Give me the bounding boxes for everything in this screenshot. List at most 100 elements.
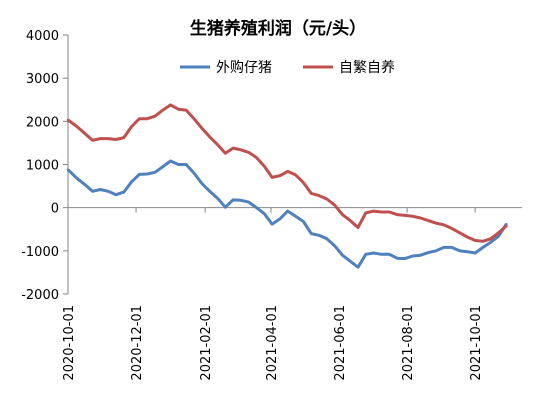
data-point-series-0 — [325, 237, 328, 240]
data-point-series-1 — [192, 117, 196, 120]
data-point-series-1 — [200, 127, 204, 130]
data-point-series-0 — [247, 200, 250, 204]
data-point-series-1 — [130, 125, 133, 128]
data-point-series-1 — [450, 227, 453, 230]
data-point-series-0 — [286, 209, 289, 213]
y-tick-label: 2000 — [26, 115, 59, 130]
data-point-series-0 — [380, 253, 383, 256]
data-point-series-0 — [239, 199, 243, 202]
data-point-series-0 — [310, 232, 313, 235]
data-point-series-1 — [208, 135, 211, 139]
legend-label-series-0: 外购仔猪 — [216, 60, 272, 76]
data-point-series-1 — [161, 108, 164, 112]
data-point-series-0 — [341, 254, 344, 257]
data-point-series-0 — [442, 246, 446, 249]
data-point-series-0 — [75, 177, 79, 180]
data-point-series-1 — [286, 170, 289, 173]
data-point-series-1 — [341, 213, 344, 216]
data-point-series-0 — [278, 217, 282, 221]
data-point-series-1 — [231, 146, 235, 150]
y-tick-label: 1000 — [26, 159, 59, 174]
data-point-series-0 — [177, 163, 180, 166]
y-tick-label: -2000 — [21, 288, 59, 303]
data-point-series-1 — [388, 210, 391, 214]
data-point-series-1 — [458, 231, 461, 234]
data-point-series-0 — [411, 254, 414, 258]
data-point-series-0 — [434, 249, 438, 252]
data-point-series-0 — [302, 220, 305, 223]
legend-label-series-1: 自繁自养 — [339, 60, 395, 76]
data-point-series-1 — [66, 118, 70, 122]
data-point-series-0 — [122, 190, 126, 194]
data-point-series-0 — [99, 188, 102, 191]
data-point-series-0 — [270, 222, 274, 226]
data-point-series-0 — [216, 197, 219, 200]
data-point-series-1 — [302, 181, 305, 184]
data-point-series-1 — [333, 203, 336, 207]
data-point-series-1 — [317, 194, 321, 197]
series-line-0 — [66, 159, 508, 269]
data-point-series-1 — [434, 222, 438, 225]
data-point-series-0 — [138, 173, 141, 176]
x-tick-label: 2021-10-01 — [469, 305, 484, 381]
data-point-series-1 — [255, 156, 258, 159]
legend: 外购仔猪 自繁自养 — [180, 60, 395, 76]
data-point-series-1 — [185, 108, 188, 112]
data-point-series-0 — [83, 183, 86, 186]
data-point-series-0 — [255, 206, 258, 209]
data-point-series-1 — [466, 235, 469, 239]
data-point-series-1 — [349, 219, 352, 222]
data-point-series-0 — [419, 254, 422, 257]
data-point-series-0 — [208, 190, 211, 193]
data-point-series-0 — [450, 246, 453, 249]
data-point-series-1 — [395, 213, 399, 216]
y-tick-label: 3000 — [26, 72, 59, 87]
data-point-series-0 — [349, 260, 352, 263]
data-point-series-0 — [114, 193, 118, 196]
data-point-series-1 — [177, 108, 180, 111]
data-point-series-1 — [146, 117, 149, 120]
data-point-series-1 — [91, 139, 94, 142]
x-tick-label: 2021-08-01 — [401, 305, 416, 381]
data-point-series-0 — [91, 190, 94, 193]
data-point-series-1 — [294, 173, 297, 177]
data-point-series-0 — [364, 253, 367, 256]
data-point-series-0 — [395, 257, 399, 260]
x-tick-label: 2021-06-01 — [333, 305, 348, 381]
data-point-series-0 — [263, 212, 266, 215]
chart-title: 生猪养殖利润（元/头） — [190, 18, 366, 39]
data-point-series-0 — [200, 182, 204, 185]
data-point-series-1 — [372, 209, 375, 213]
x-tick-label: 2020-12-01 — [130, 305, 145, 381]
data-point-series-0 — [146, 172, 149, 176]
data-point-series-1 — [239, 148, 243, 151]
data-point-series-0 — [427, 251, 430, 254]
data-point-series-1 — [497, 231, 500, 234]
data-point-series-1 — [419, 216, 422, 220]
y-tick-label: -1000 — [21, 245, 59, 260]
data-point-series-0 — [489, 241, 492, 244]
data-point-series-1 — [107, 137, 110, 140]
data-point-series-1 — [473, 239, 477, 242]
data-point-series-0 — [481, 246, 485, 249]
data-point-series-0 — [317, 234, 321, 237]
data-point-series-1 — [325, 197, 328, 201]
data-point-series-1 — [270, 176, 274, 179]
data-point-series-0 — [356, 266, 360, 269]
data-point-series-0 — [294, 215, 297, 218]
data-point-series-0 — [224, 206, 227, 209]
data-point-series-1 — [122, 136, 126, 139]
data-point-series-1 — [216, 143, 219, 146]
data-point-series-1 — [138, 117, 141, 120]
data-point-series-0 — [161, 165, 164, 168]
data-point-series-1 — [356, 226, 360, 229]
data-point-series-1 — [411, 215, 414, 218]
data-point-series-0 — [192, 171, 196, 175]
data-point-series-1 — [247, 151, 250, 154]
data-point-series-1 — [75, 125, 79, 128]
data-point-series-1 — [489, 237, 492, 240]
data-point-series-0 — [333, 244, 336, 247]
data-point-series-0 — [458, 249, 461, 252]
